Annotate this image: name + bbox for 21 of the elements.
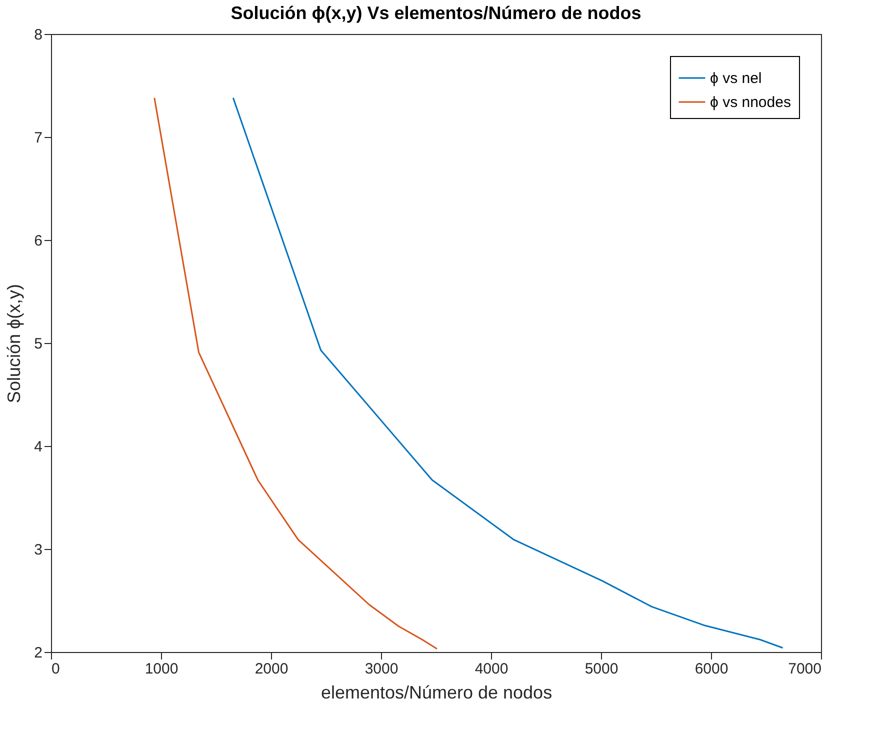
x-tick-label: 2000 bbox=[254, 660, 288, 678]
x-tick-label: 6000 bbox=[694, 660, 728, 678]
x-tick-label: 3000 bbox=[364, 660, 398, 678]
x-tick-label: 5000 bbox=[584, 660, 618, 678]
y-tick-label: 4 bbox=[34, 438, 42, 456]
x-tick-label: 1000 bbox=[144, 660, 178, 678]
legend-label: ϕ vs nnodes bbox=[710, 94, 791, 111]
x-axis-title: elementos/Número de nodos bbox=[320, 682, 552, 702]
x-tick-label: 7000 bbox=[788, 660, 822, 678]
y-tick-label: 5 bbox=[34, 336, 42, 352]
y-tick-label: 3 bbox=[34, 542, 42, 558]
legend-label: ϕ vs nel bbox=[710, 70, 762, 87]
x-tick-label: 4000 bbox=[474, 660, 508, 678]
y-tick-label: 6 bbox=[34, 232, 42, 250]
x-tick-label: 0 bbox=[52, 660, 60, 678]
y-tick-label: 8 bbox=[34, 26, 42, 44]
y-axis-title: Solución ϕ(x,y) bbox=[4, 284, 24, 404]
y-tick-label: 2 bbox=[34, 644, 42, 662]
y-tick-label: 7 bbox=[34, 130, 42, 146]
chart-title: Solución ϕ(x,y) Vs elementos/Número de nodos bbox=[230, 3, 642, 23]
line-series bbox=[154, 97, 438, 650]
